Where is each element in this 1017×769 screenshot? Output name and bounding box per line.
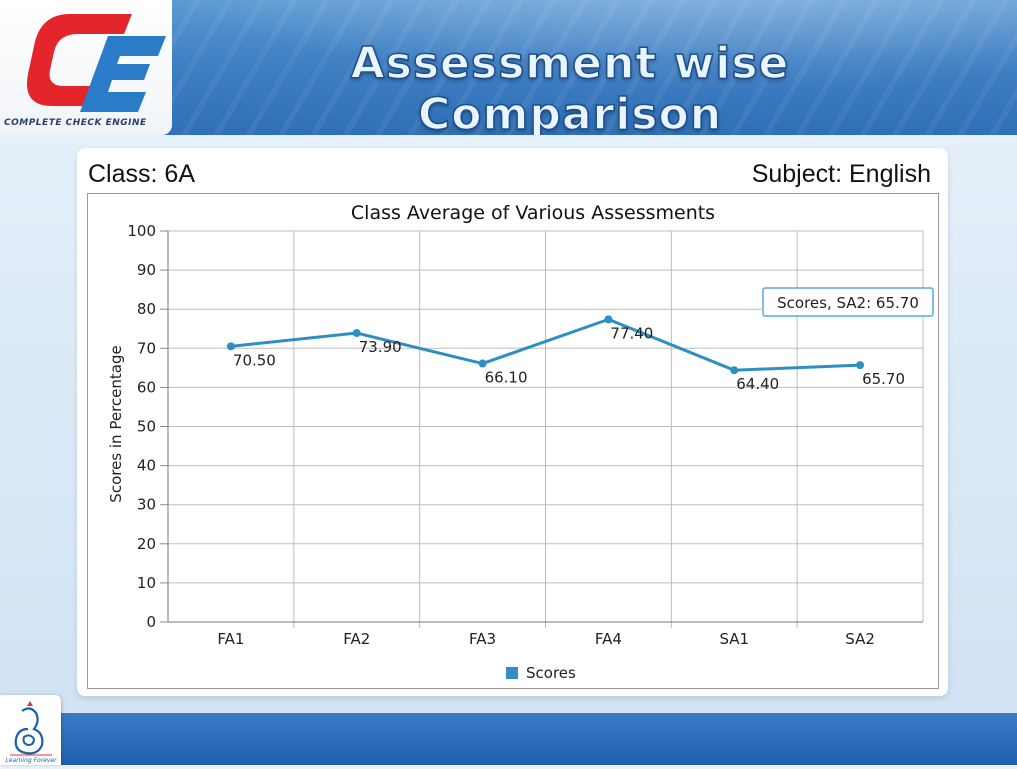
chart-title: Class Average of Various Assessments	[351, 202, 715, 224]
y-tick-label: 20	[137, 535, 156, 553]
subject-label: Subject:	[751, 160, 843, 188]
data-point-fa2[interactable]	[352, 329, 361, 338]
logo-caption: COMPLETE CHECK ENGINE	[4, 118, 147, 128]
data-label-fa1: 70.50	[233, 351, 276, 369]
y-tick-label: 70	[137, 339, 156, 357]
data-point-fa1[interactable]	[226, 342, 235, 351]
x-tick-label-sa1: SA1	[719, 630, 749, 648]
subject-info: Subject: English	[752, 160, 931, 189]
tooltip-box	[762, 287, 934, 317]
chart-grid	[160, 230, 924, 628]
header-banner: COMPLETE CHECK ENGINE Assessment wise Co…	[0, 0, 1017, 135]
y-axis-label: Scores in Percentage	[107, 345, 125, 502]
footer-bar	[0, 713, 1017, 765]
y-tick-labels: 0 10 20 30 40 50 60 70 80 90 100	[127, 222, 156, 631]
footer-logo-caption: Learning Forever	[5, 757, 57, 764]
brand-logo: COMPLETE CHECK ENGINE	[0, 0, 172, 135]
x-tick-label-fa1: FA1	[217, 630, 244, 648]
x-tick-labels: FA1 FA2 FA3 FA4 SA1 SA2	[217, 630, 875, 648]
data-label-fa2: 73.90	[359, 338, 402, 356]
legend-label-scores: Scores	[526, 664, 576, 682]
footer-logo: Learning Forever	[0, 695, 61, 765]
chart-frame: Class Average of Various Assessments Sco…	[87, 193, 939, 689]
class-label: Class:	[88, 160, 158, 188]
y-tick-label: 40	[137, 457, 156, 475]
tooltip: Scores, SA2: 65.70	[762, 287, 934, 317]
y-tick-label: 90	[137, 261, 156, 279]
x-tick-label-sa2: SA2	[845, 630, 875, 648]
chart-legend[interactable]: Scores	[506, 664, 576, 682]
page-title: Assessment wise Comparison	[350, 37, 790, 135]
cce-logo-icon	[27, 14, 166, 112]
y-tick-label: 30	[137, 496, 156, 514]
y-tick-label: 60	[137, 378, 156, 396]
series-scores	[226, 315, 865, 375]
class-value: 6A	[164, 160, 196, 188]
subject-value: English	[849, 160, 931, 188]
y-tick-label: 10	[137, 574, 156, 592]
data-point-sa2[interactable]	[856, 361, 865, 370]
y-tick-label: 50	[137, 418, 156, 436]
class-info: Class: 6A	[88, 160, 195, 189]
legend-swatch-scores	[506, 667, 518, 679]
data-label-fa3: 66.10	[485, 369, 528, 387]
data-point-sa1[interactable]	[730, 366, 739, 375]
data-point-fa3[interactable]	[478, 359, 487, 368]
y-tick-label: 80	[137, 300, 156, 318]
school-logo-icon: Learning Forever	[5, 701, 57, 764]
data-label-sa1: 64.40	[736, 375, 779, 393]
x-tick-label-fa3: FA3	[469, 630, 496, 648]
data-label-sa2: 65.70	[862, 370, 905, 388]
y-tick-label: 0	[146, 613, 156, 631]
x-tick-label-fa2: FA2	[343, 630, 370, 648]
x-tick-label-fa4: FA4	[595, 630, 622, 648]
data-point-fa4[interactable]	[604, 315, 613, 324]
tooltip-text: Scores, SA2: 65.70	[777, 294, 919, 312]
y-tick-label: 100	[127, 222, 156, 240]
data-labels: 70.50 73.90 66.10 77.40 64.40 65.70	[233, 324, 905, 393]
data-label-fa4: 77.40	[610, 324, 653, 342]
series-line-scores	[230, 317, 861, 372]
line-chart: Class Average of Various Assessments Sco…	[107, 202, 934, 682]
